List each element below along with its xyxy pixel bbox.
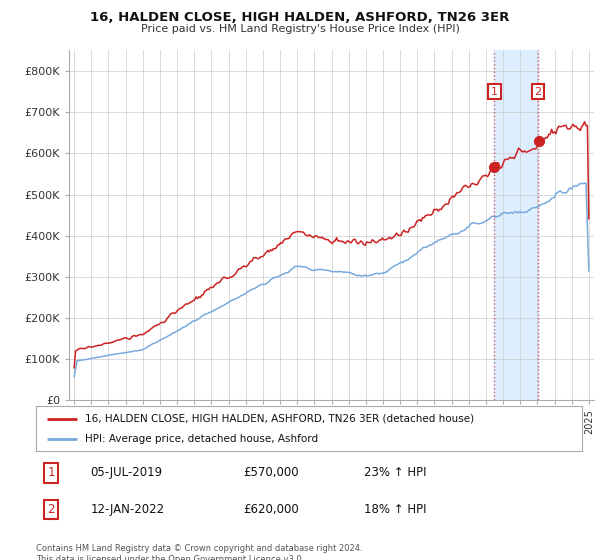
Text: £620,000: £620,000 [244,503,299,516]
Text: 2: 2 [47,503,55,516]
Text: 1: 1 [47,466,55,479]
Text: 2: 2 [535,87,542,96]
Text: 1: 1 [491,87,498,96]
Text: 16, HALDEN CLOSE, HIGH HALDEN, ASHFORD, TN26 3ER (detached house): 16, HALDEN CLOSE, HIGH HALDEN, ASHFORD, … [85,413,474,423]
Text: £570,000: £570,000 [244,466,299,479]
Text: Contains HM Land Registry data © Crown copyright and database right 2024.
This d: Contains HM Land Registry data © Crown c… [36,544,362,560]
Text: 18% ↑ HPI: 18% ↑ HPI [364,503,426,516]
Text: 16, HALDEN CLOSE, HIGH HALDEN, ASHFORD, TN26 3ER: 16, HALDEN CLOSE, HIGH HALDEN, ASHFORD, … [91,11,509,24]
Text: HPI: Average price, detached house, Ashford: HPI: Average price, detached house, Ashf… [85,434,318,444]
Text: 12-JAN-2022: 12-JAN-2022 [91,503,165,516]
Text: 23% ↑ HPI: 23% ↑ HPI [364,466,426,479]
Text: Price paid vs. HM Land Registry's House Price Index (HPI): Price paid vs. HM Land Registry's House … [140,24,460,34]
Bar [494,50,538,400]
Text: 05-JUL-2019: 05-JUL-2019 [91,466,163,479]
